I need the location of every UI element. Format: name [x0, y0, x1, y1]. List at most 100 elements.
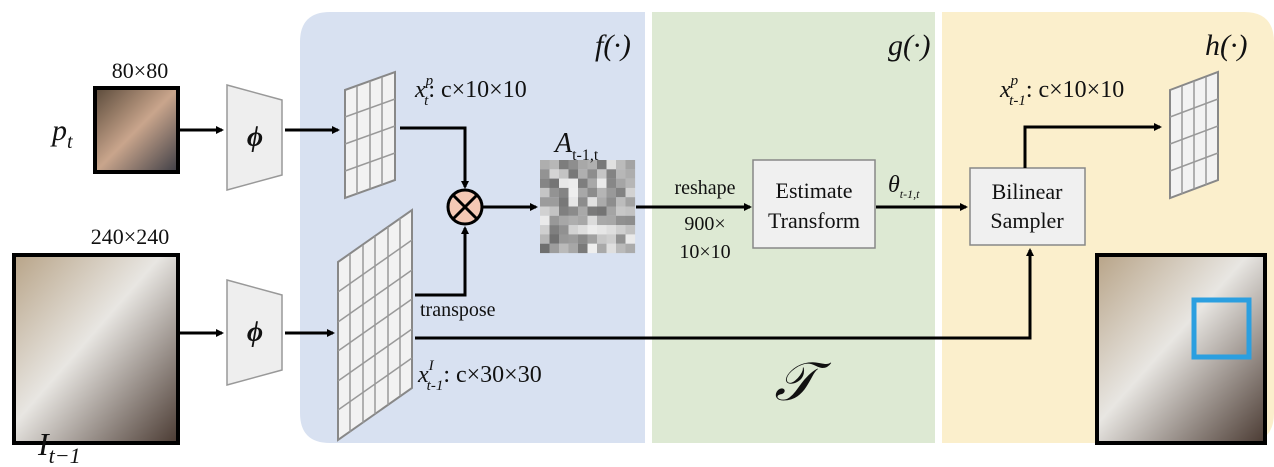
heat-cell — [616, 225, 626, 234]
label-sub: t−1 — [49, 443, 81, 467]
heat-cell — [597, 188, 607, 197]
label-base: p — [50, 114, 67, 147]
heat-cell — [588, 179, 598, 188]
heat-cell — [607, 169, 617, 178]
heat-cell — [597, 160, 607, 169]
edge-label: 900× — [684, 213, 725, 235]
heat-cell — [607, 244, 617, 253]
heat-cell — [559, 169, 569, 178]
affinity-map — [540, 160, 635, 253]
heat-cell — [540, 197, 550, 206]
multiply-node — [448, 190, 482, 224]
heat-cell — [578, 234, 588, 243]
label-base: A — [553, 128, 573, 159]
heat-cell — [540, 234, 550, 243]
heat-cell — [616, 160, 626, 169]
heat-cell — [550, 244, 560, 253]
heat-cell — [626, 234, 636, 243]
heat-cell — [569, 179, 579, 188]
label-sup: p — [1010, 73, 1019, 89]
heat-cell — [569, 244, 579, 253]
heat-cell — [626, 197, 636, 206]
heat-cell — [597, 234, 607, 243]
heat-cell — [607, 207, 617, 216]
panel-label: f(·) — [595, 29, 631, 62]
heat-cell — [540, 216, 550, 225]
heat-cell — [607, 179, 617, 188]
heat-cell — [626, 169, 636, 178]
heat-cell — [540, 169, 550, 178]
heat-cell — [569, 188, 579, 197]
heat-cell — [588, 188, 598, 197]
size-label: 240×240 — [91, 224, 169, 249]
edge-label: transpose — [420, 299, 496, 321]
heat-cell — [597, 244, 607, 253]
edge-label: reshape — [674, 177, 735, 199]
encoder-label: ϕ — [247, 122, 263, 153]
heat-cell — [616, 244, 626, 253]
heat-cell — [616, 169, 626, 178]
heat-cell — [626, 207, 636, 216]
patch-image — [95, 88, 178, 172]
heat-cell — [616, 216, 626, 225]
feature-map — [1170, 72, 1218, 198]
heat-cell — [626, 160, 636, 169]
heat-cell — [578, 207, 588, 216]
heat-cell — [569, 207, 579, 216]
label-dims: : c×10×10 — [428, 77, 526, 103]
heat-cell — [550, 197, 560, 206]
heat-cell — [550, 225, 560, 234]
label-sub: t-1 — [1009, 93, 1026, 109]
heat-cell — [569, 234, 579, 243]
label-sub: t-1 — [427, 378, 444, 394]
heat-cell — [607, 234, 617, 243]
heat-cell — [550, 169, 560, 178]
heat-cell — [578, 179, 588, 188]
heat-cell — [578, 197, 588, 206]
heat-cell — [550, 234, 560, 243]
encoder-label: ϕ — [247, 317, 263, 348]
heat-cell — [616, 234, 626, 243]
heat-cell — [597, 197, 607, 206]
frame-image — [14, 255, 178, 443]
heat-cell — [578, 244, 588, 253]
heat-cell — [550, 188, 560, 197]
heat-cell — [559, 207, 569, 216]
estimate-box — [753, 160, 875, 248]
heat-cell — [588, 225, 598, 234]
heat-cell — [588, 197, 598, 206]
heat-cell — [588, 244, 598, 253]
heat-cell — [597, 216, 607, 225]
heat-cell — [626, 188, 636, 197]
heat-cell — [540, 160, 550, 169]
heat-cell — [578, 188, 588, 197]
heat-cell — [588, 169, 598, 178]
heat-cell — [540, 207, 550, 216]
size-label: 80×80 — [112, 58, 168, 83]
label-sup: I — [428, 358, 435, 374]
heat-cell — [559, 234, 569, 243]
heat-cell — [559, 179, 569, 188]
diagram: f(·) g(·) h(·) 𝒯 80×80 pt 240×240 It−1 ϕ… — [0, 0, 1274, 467]
panel-label: h(·) — [1205, 29, 1247, 62]
heat-cell — [569, 197, 579, 206]
heat-cell — [569, 225, 579, 234]
heat-cell — [540, 179, 550, 188]
heat-cell — [550, 179, 560, 188]
heat-cell — [559, 216, 569, 225]
heat-cell — [616, 207, 626, 216]
heat-cell — [578, 169, 588, 178]
heat-cell — [578, 216, 588, 225]
heat-cell — [607, 225, 617, 234]
heat-cell — [569, 169, 579, 178]
heat-cell — [607, 188, 617, 197]
heat-cell — [550, 160, 560, 169]
heat-cell — [616, 188, 626, 197]
heat-cell — [540, 188, 550, 197]
heat-cell — [607, 197, 617, 206]
label-sub: t-1,t — [900, 187, 920, 201]
heat-cell — [578, 225, 588, 234]
heat-cell — [559, 188, 569, 197]
heat-cell — [597, 179, 607, 188]
heat-cell — [550, 207, 560, 216]
